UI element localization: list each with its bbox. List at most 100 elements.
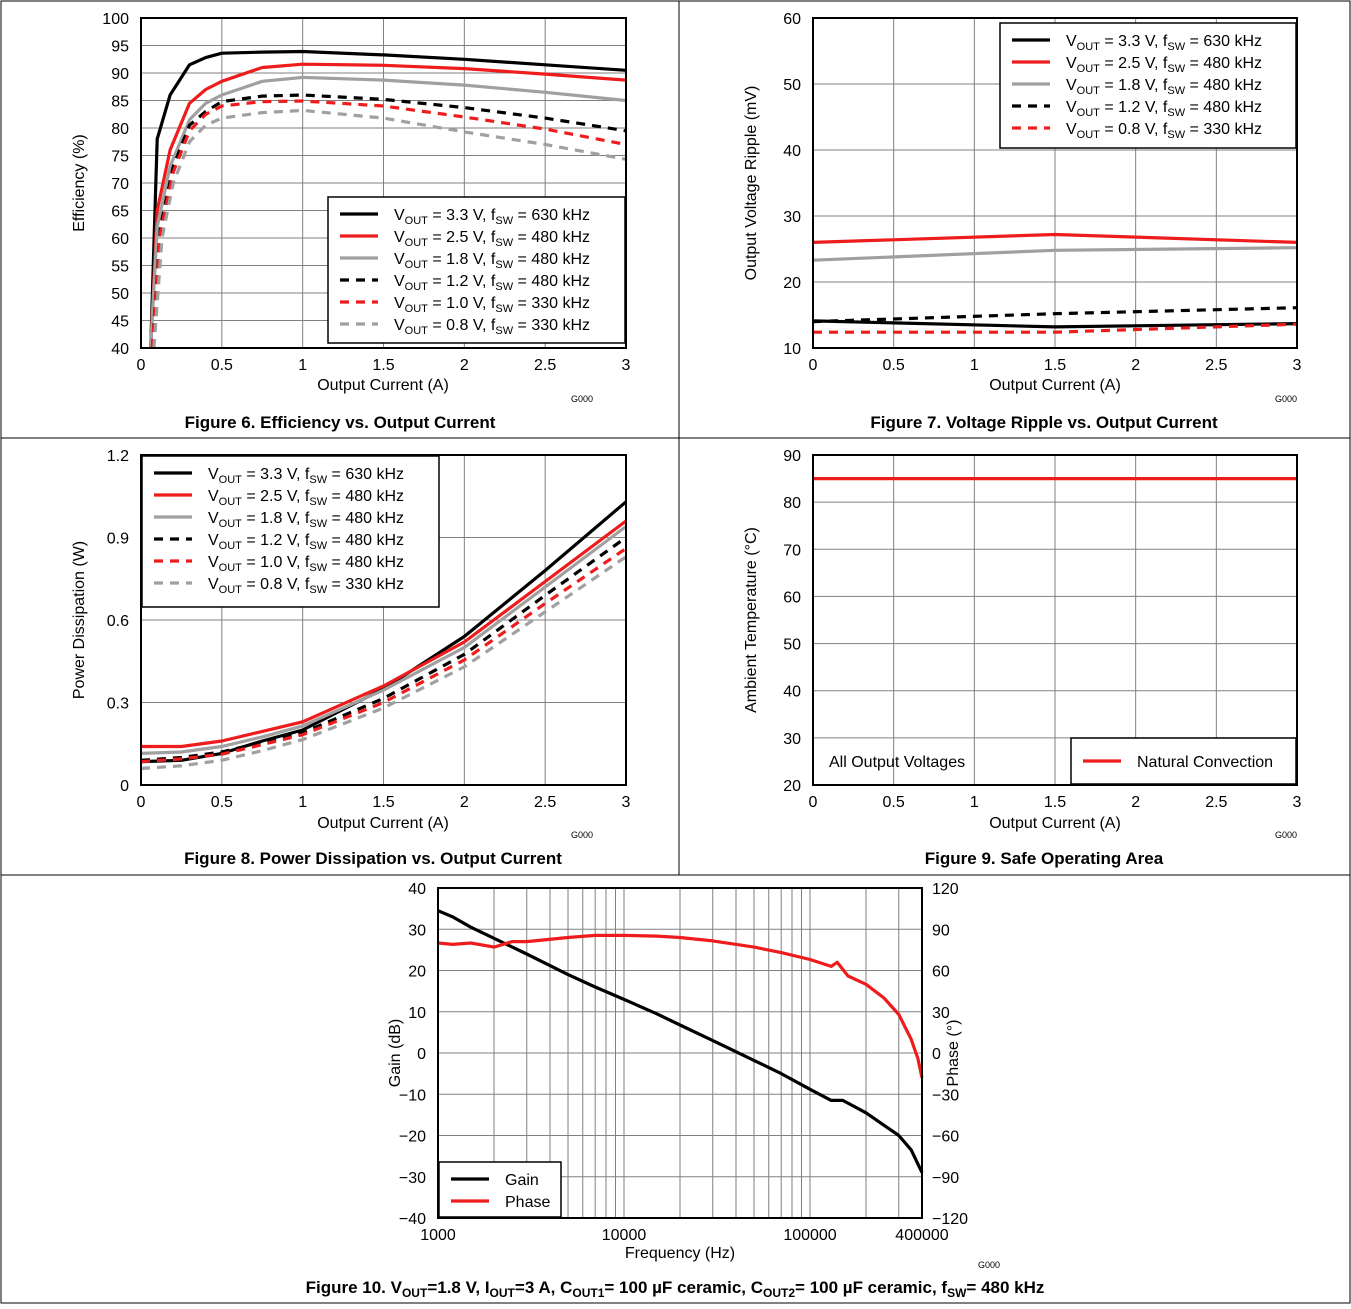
y2-tick-label: −30 [932, 1087, 959, 1104]
y-tick-label: 70 [111, 176, 129, 193]
legend-label-vout: 0.8 [260, 576, 282, 593]
legend-label-sub: OUT [1077, 41, 1101, 53]
legend-label-sub: OUT [219, 474, 243, 486]
legend-label-sub: OUT [219, 518, 243, 530]
legend-label-vout: 1.2 [260, 532, 282, 549]
caption-part: OUT [402, 1286, 428, 1300]
legend: Gain Phase [438, 1161, 562, 1218]
y-tick-label: 90 [783, 448, 801, 465]
series-line [140, 547, 627, 764]
legend-label-sub: SW [309, 540, 327, 552]
y-tick-label: 10 [408, 1005, 426, 1022]
legend-label: VOUT = 1.0 V, fSW = 480 kHz [208, 554, 404, 574]
y2-tick-label: 0 [932, 1046, 941, 1063]
plot-frame [437, 887, 923, 1219]
y-tick-label: 0.3 [107, 696, 129, 713]
legend-label-eq: = [1100, 55, 1118, 72]
y-tick-label: 45 [111, 314, 129, 331]
series-line [149, 49, 627, 349]
legend-label-sub: OUT [1077, 85, 1101, 97]
y2-axis-label: Phase (°) [945, 1020, 962, 1087]
x-tick-label: 2 [460, 794, 469, 811]
y-tick-label: 50 [783, 77, 801, 94]
legend-label-eq: = [428, 317, 446, 334]
legend-label-eq: = [1185, 99, 1203, 116]
legend-label-f: V, f [468, 295, 496, 312]
plot-frame [812, 17, 1298, 349]
legend-label-sub: SW [1167, 85, 1185, 97]
fig7-chart: 0 0.5 1 1.5 2 2.5 3 10 20 30 40 50 60 Output Current … [743, 11, 1302, 432]
x-tick-label: 400000 [895, 1227, 948, 1244]
y-axis-label: Output Voltage Ripple (mV) [743, 86, 760, 281]
y-tick-label: 30 [783, 209, 801, 226]
legend-label-eq: = [513, 251, 531, 268]
y-tick-label: 80 [783, 495, 801, 512]
legend-label-f: V, f [1140, 121, 1168, 138]
legend-label-sub: SW [495, 237, 513, 249]
legend-label-sub: OUT [219, 562, 243, 574]
legend-label-f: V, f [1140, 55, 1168, 72]
x-tick-label: 1000 [420, 1227, 456, 1244]
legend-label-unit: kHz [372, 466, 404, 483]
legend-label-fsw: 480 [1203, 77, 1230, 94]
y-tick-label: 1.2 [107, 448, 129, 465]
series-line [140, 525, 627, 755]
legend-label-f: V, f [468, 229, 496, 246]
legend-label-vout: 0.8 [1118, 121, 1140, 138]
legend-label-v: V [208, 510, 219, 527]
series-layer [437, 909, 924, 1174]
series-line [437, 933, 924, 1079]
legend-label-unit: kHz [558, 273, 590, 290]
legend-label: VOUT = 3.3 V, fSW = 630 kHz [394, 207, 590, 227]
legend-label: VOUT = 2.5 V, fSW = 480 kHz [208, 488, 404, 508]
y2-tick-label: −120 [932, 1211, 968, 1228]
caption-part: =3 A, C [515, 1278, 572, 1297]
legend-label-eq: = [1100, 33, 1118, 50]
tick-labels: 0 0.5 1 1.5 2 2.5 3 0 0.3 0.6 0.9 1.2 [107, 448, 631, 811]
series-layer [812, 232, 1298, 334]
y-tick-label: 55 [111, 259, 129, 276]
legend-label-sub: SW [1167, 63, 1185, 75]
y-tick-label: 65 [111, 204, 129, 221]
series-layer [149, 49, 627, 349]
legend-label-unit: kHz [558, 317, 590, 334]
tick-labels: 0 0.5 1 1.5 2 2.5 3 10 20 30 40 50 60 [783, 11, 1301, 374]
caption-part: = 100 µF ceramic, C [604, 1278, 763, 1297]
x-tick-label: 0.5 [211, 794, 233, 811]
figure-caption: Figure 8. Power Dissipation vs. Output C… [184, 849, 562, 868]
legend-label-sub: SW [309, 584, 327, 596]
grid [813, 455, 1297, 785]
legend-label-eq: = [428, 229, 446, 246]
legend-label-vout: 1.8 [1118, 77, 1140, 94]
y-tick-label: 40 [408, 881, 426, 898]
legend-label-text: Gain [505, 1172, 539, 1189]
legend-label-fsw: 480 [531, 251, 558, 268]
legend-label-unit: kHz [1230, 33, 1262, 50]
legend-label-text: Natural Convection [1137, 754, 1273, 771]
legend-label-sub: OUT [1077, 107, 1101, 119]
legend-label-eq: = [242, 576, 260, 593]
legend-label-eq: = [1100, 99, 1118, 116]
legend-label: Phase [505, 1194, 550, 1211]
legend-label-f: V, f [282, 554, 310, 571]
legend-label-eq: = [513, 229, 531, 246]
legend-label-v: V [394, 317, 405, 334]
x-tick-label: 2.5 [1205, 794, 1227, 811]
legend-label-eq: = [327, 466, 345, 483]
series-line [149, 62, 627, 349]
legend-label-sub: OUT [219, 584, 243, 596]
legend-label-f: V, f [468, 273, 496, 290]
legend-label-v: V [1066, 55, 1077, 72]
y-tick-label: 50 [111, 286, 129, 303]
fig9-chart: 0 0.5 1 1.5 2 2.5 3 20 30 40 50 60 70 80 90 Output Curr… [743, 448, 1302, 868]
fig6-chart: 0 0.5 1 1.5 2 2.5 3 40 45 50 55 60 65 70 75 80 85 90 95 100… [71, 11, 631, 432]
legend-label-sub: SW [495, 325, 513, 337]
legend-label-f: V, f [468, 207, 496, 224]
y2-tick-label: 120 [932, 881, 959, 898]
legend-label-f: V, f [1140, 77, 1168, 94]
legend-label-unit: kHz [1230, 121, 1262, 138]
caption-part: =1.8 V, I [427, 1278, 489, 1297]
series-line [149, 75, 627, 349]
y-axis-label: Gain (dB) [387, 1019, 404, 1087]
